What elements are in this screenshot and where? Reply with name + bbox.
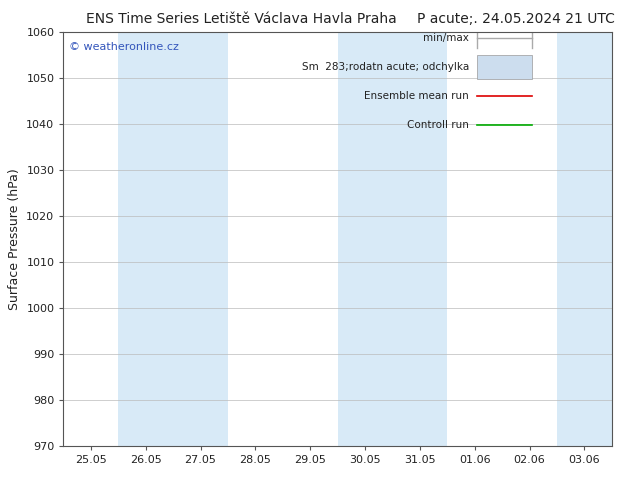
Y-axis label: Surface Pressure (hPa): Surface Pressure (hPa) (8, 168, 21, 310)
Bar (557, 32, 612, 446)
Text: Sm  283;rodatn acute; odchylka: Sm 283;rodatn acute; odchylka (302, 62, 469, 72)
Bar (337, 32, 392, 446)
Bar (173, 32, 228, 446)
Text: P acute;. 24.05.2024 21 UTC: P acute;. 24.05.2024 21 UTC (417, 12, 615, 26)
Text: min/max: min/max (424, 33, 469, 43)
FancyBboxPatch shape (477, 55, 533, 78)
Bar (119, 32, 173, 446)
Bar (392, 32, 448, 446)
Text: © weatheronline.cz: © weatheronline.cz (69, 42, 179, 52)
Text: Ensemble mean run: Ensemble mean run (365, 91, 469, 101)
Text: Controll run: Controll run (408, 120, 469, 130)
Text: ENS Time Series Letiště Václava Havla Praha: ENS Time Series Letiště Václava Havla Pr… (86, 12, 396, 26)
